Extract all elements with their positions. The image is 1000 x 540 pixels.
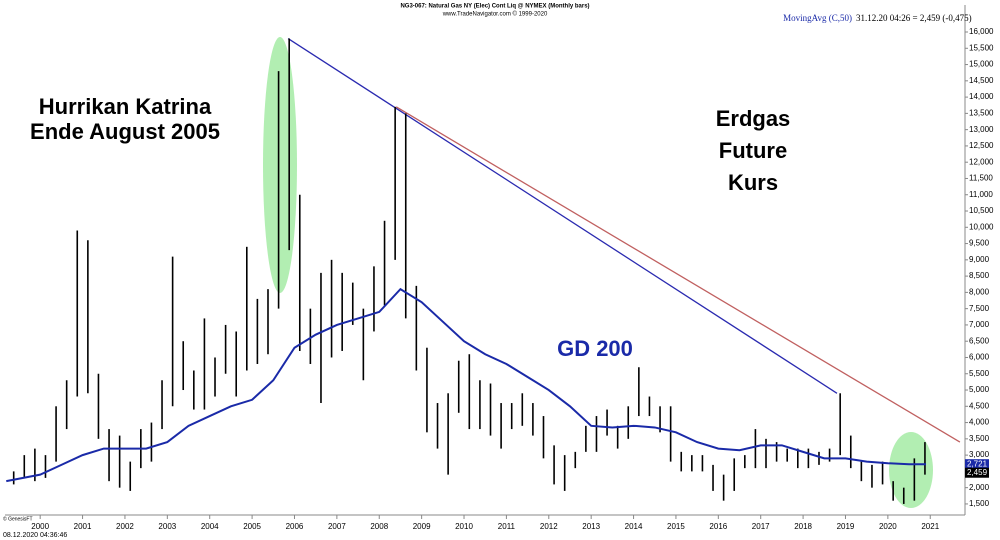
x-tick-label: 2001 [74,522,92,531]
x-tick-label: 2014 [625,522,643,531]
x-tick-label: 2020 [879,522,897,531]
x-tick-label: 2015 [667,522,685,531]
y-tick-label: 12,500 [969,141,994,150]
footer-date: 08.12.2020 04:36:46 [3,532,67,539]
x-tick-label: 2016 [709,522,727,531]
y-tick-label: 11,500 [969,174,993,183]
y-tick-label: 2,000 [969,483,990,492]
moving-average [6,287,927,483]
annotation: Ende August 2005 [30,119,220,144]
y-tick-label: 13,000 [969,125,994,134]
annotation: Erdgas [716,106,791,131]
y-tick-label: 8,500 [969,271,990,280]
y-tick-label: 6,500 [969,336,990,345]
x-tick-label: 2007 [328,522,346,531]
y-tick-label: 4,500 [969,401,990,410]
x-tick-label: 2018 [794,522,812,531]
highlight-ellipse [263,37,297,293]
y-tick-label: 15,000 [969,60,994,69]
y-tick-label: 7,000 [969,320,990,329]
y-tick-label: 6,000 [969,353,990,362]
y-tick-label: 4,000 [969,418,990,427]
y-tick-label: 8,000 [969,287,990,296]
x-tick-label: 2012 [540,522,558,531]
x-tick-label: 2002 [116,522,134,531]
footer-source: © GenesisFT [3,515,33,522]
x-tick-label: 2013 [582,522,600,531]
x-tick-label: 2009 [413,522,431,531]
y-tick-label: 14,000 [969,92,994,101]
x-tick-label: 2021 [921,522,939,531]
annotation: GD 200 [557,336,633,361]
x-tick-label: 2008 [370,522,388,531]
y-tick-label: 15,500 [969,43,994,52]
y-tick-label: 9,500 [969,239,990,248]
price-label-box [965,467,989,478]
annotation: Kurs [728,170,778,195]
y-tick-label: 3,500 [969,434,990,443]
annotation: Future [719,138,787,163]
y-tick-label: 14,500 [969,76,994,85]
x-tick-label: 2006 [286,522,304,531]
y-tick-label: 16,000 [969,27,994,36]
x-tick-label: 2011 [498,522,516,531]
x-tick-label: 2000 [31,522,49,531]
trend-line [395,106,961,443]
x-tick-label: 2005 [243,522,261,531]
trend-line [287,37,838,394]
legend-value: 31.12.20 04:26 = 2,459 (-0,475) [856,13,972,23]
y-tick-label: 7,500 [969,304,990,313]
highlight-ellipse [889,432,933,508]
y-tick-label: 5,500 [969,369,990,378]
chart-subtitle: www.TradeNavigator.com © 1999-2020 [442,11,548,18]
y-tick-label: 10,000 [969,222,994,231]
y-tick-label: 1,500 [969,499,990,508]
y-tick-label: 3,000 [969,450,990,459]
y-tick-label: 12,000 [969,157,994,166]
y-tick-label: 9,000 [969,255,990,264]
price-label-box [965,459,989,470]
x-tick-label: 2017 [752,522,770,531]
y-tick-label: 5,000 [969,385,990,394]
y-tick-label: 13,500 [969,108,994,117]
annotation: Hurrikan Katrina [39,94,212,119]
x-tick-label: 2010 [455,522,473,531]
price-label: 2,721 [967,459,988,468]
price-label: 2,459 [967,468,988,477]
chart-title: NG3-067: Natural Gas NY (Elec) Cont Liq … [400,4,589,10]
y-tick-label: 10,500 [969,206,994,215]
legend-name: MovingAvg (C,50) [783,13,852,23]
x-tick-label: 2003 [158,522,176,531]
x-tick-label: 2019 [837,522,855,531]
x-tick-label: 2004 [201,522,219,531]
y-tick-label: 11,000 [969,190,993,199]
